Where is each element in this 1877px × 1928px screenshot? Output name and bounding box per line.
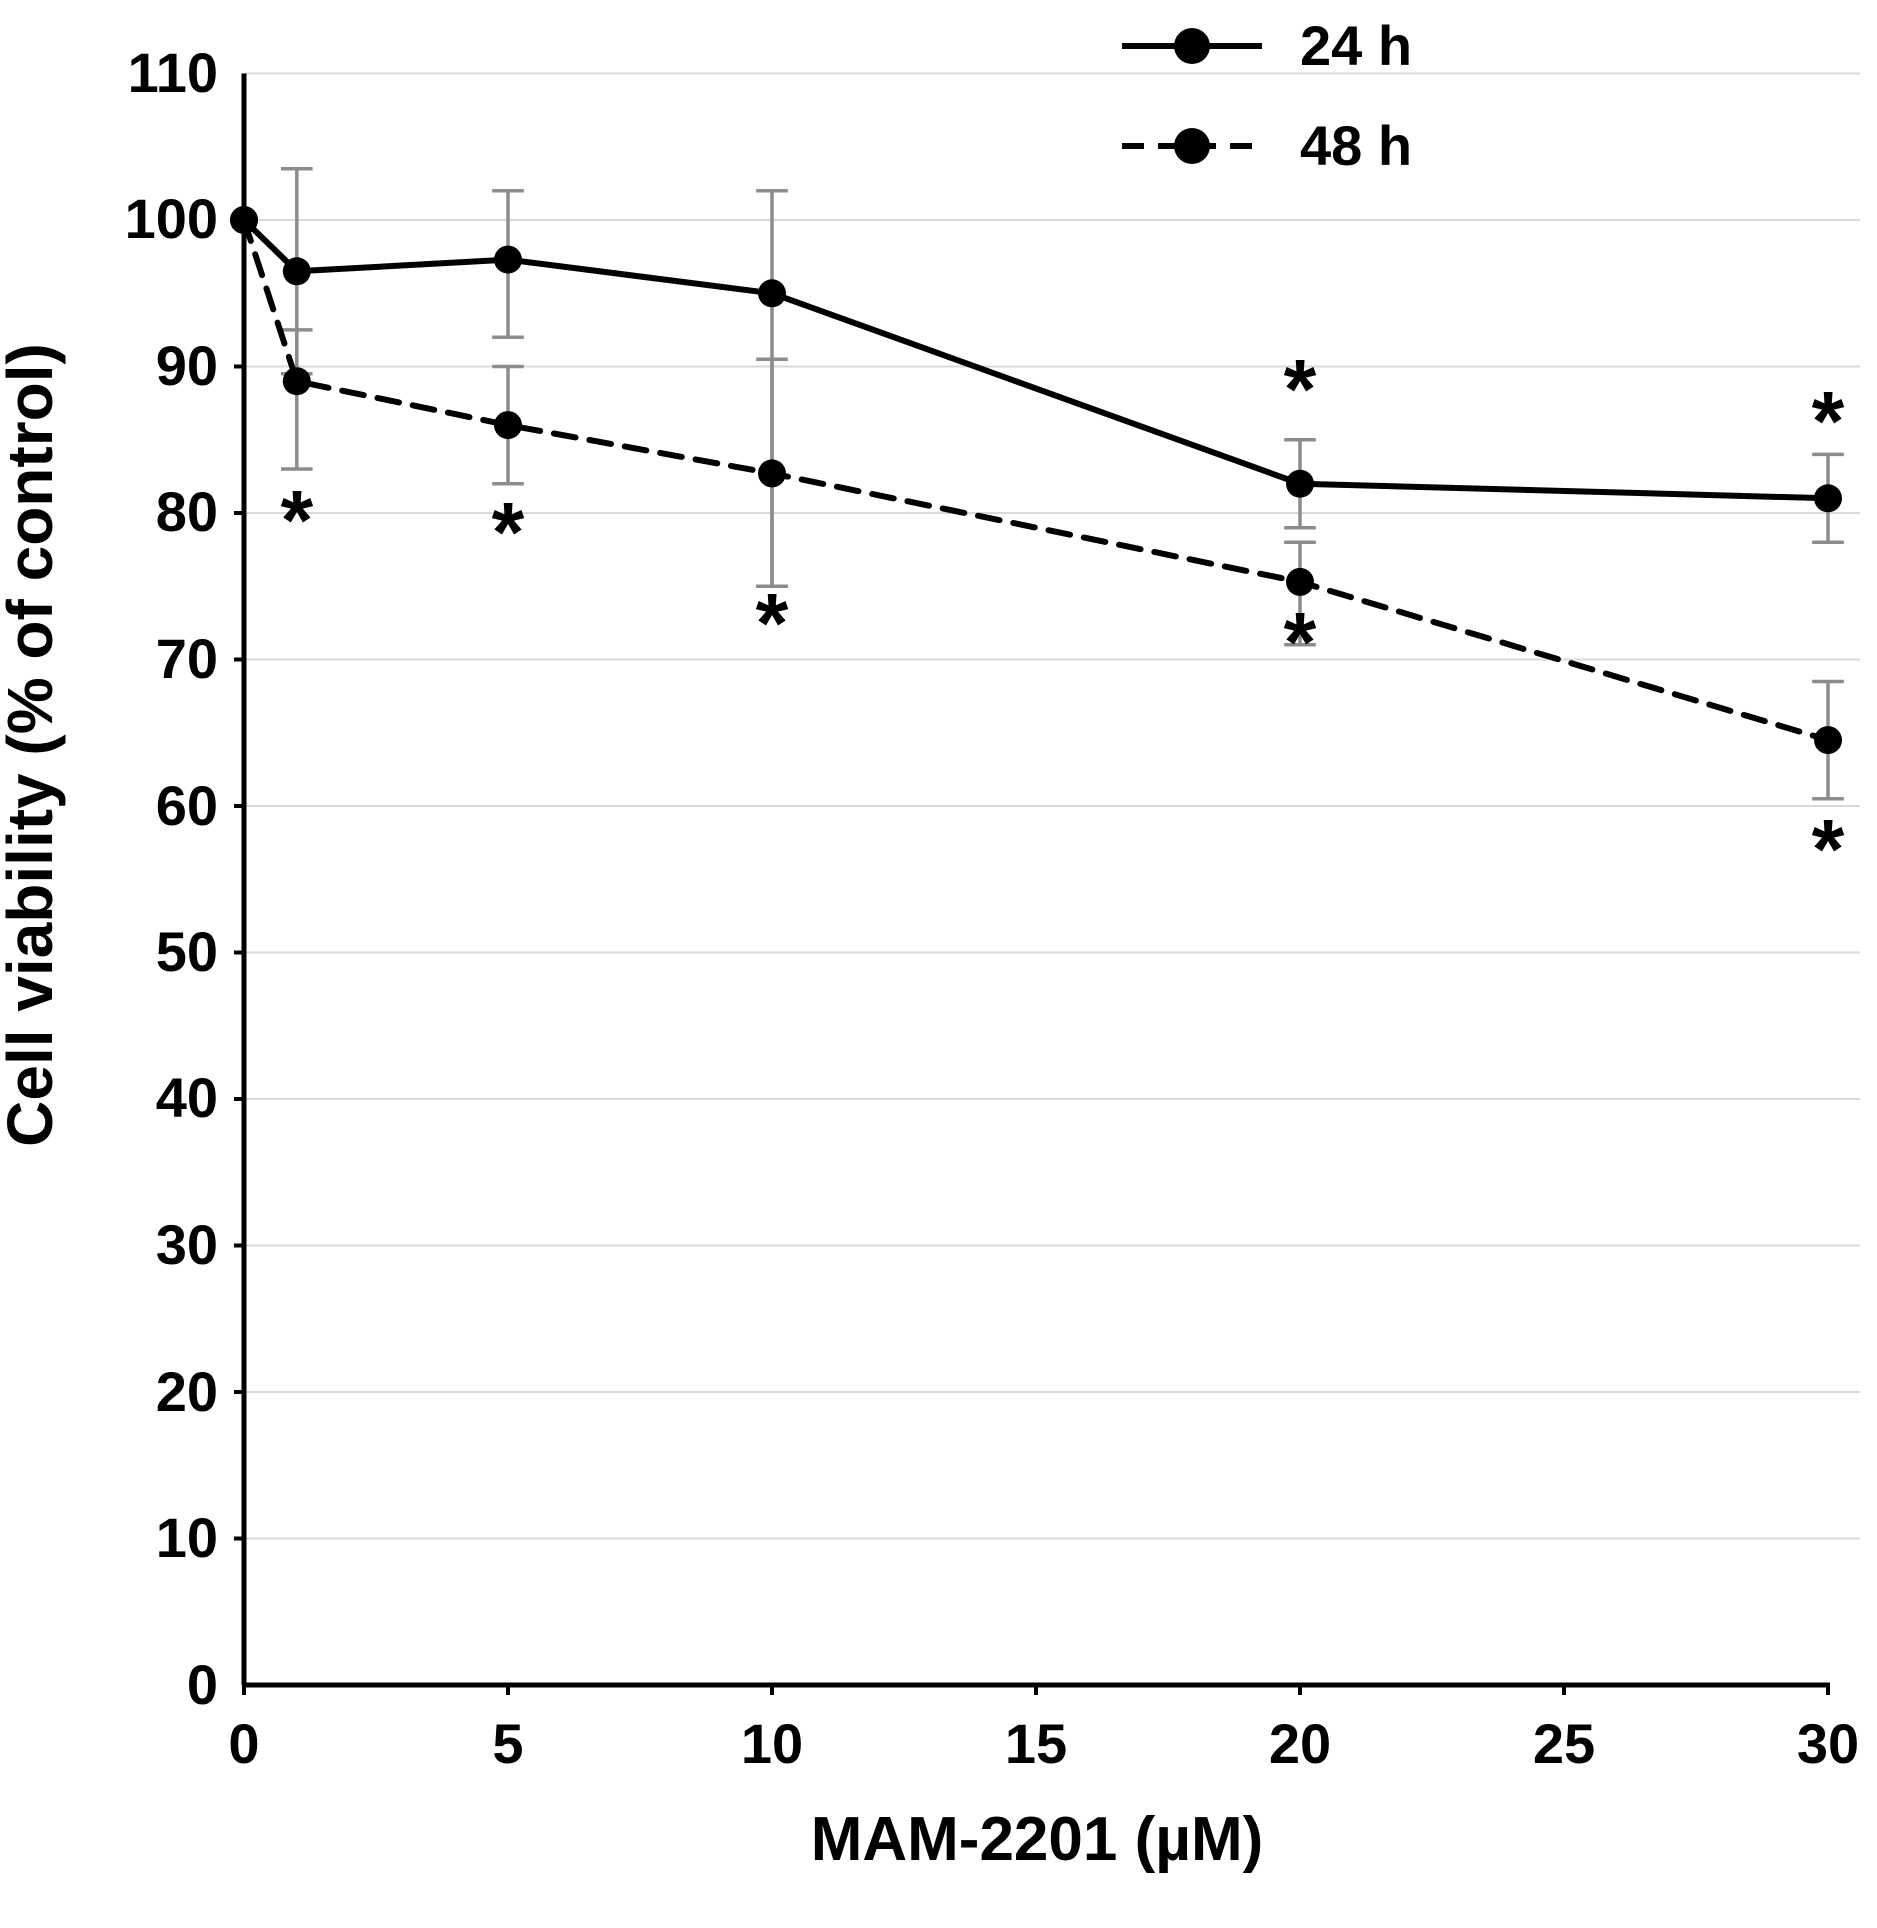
- svg-text:MAM-2201 (µM): MAM-2201 (µM): [811, 1805, 1264, 1874]
- svg-text:60: 60: [156, 774, 218, 837]
- svg-text:10: 10: [156, 1506, 218, 1569]
- svg-text:30: 30: [1797, 1712, 1859, 1775]
- svg-text:20: 20: [1269, 1712, 1331, 1775]
- svg-text:5: 5: [492, 1712, 523, 1775]
- svg-text:48 h: 48 h: [1300, 114, 1412, 177]
- svg-text:Cell viability (% of control): Cell viability (% of control): [0, 343, 66, 1147]
- svg-text:20: 20: [156, 1360, 218, 1423]
- svg-text:24 h: 24 h: [1300, 14, 1412, 77]
- svg-text:40: 40: [156, 1066, 218, 1129]
- svg-text:0: 0: [228, 1712, 259, 1775]
- svg-text:*: *: [492, 485, 525, 579]
- svg-text:100: 100: [125, 187, 218, 250]
- svg-text:80: 80: [156, 480, 218, 543]
- svg-text:0: 0: [187, 1653, 218, 1716]
- svg-text:*: *: [1812, 802, 1845, 896]
- svg-text:*: *: [756, 576, 789, 670]
- svg-text:10: 10: [741, 1712, 803, 1775]
- svg-text:70: 70: [156, 627, 218, 690]
- svg-text:50: 50: [156, 920, 218, 983]
- svg-text:*: *: [1812, 374, 1845, 468]
- svg-text:30: 30: [156, 1213, 218, 1276]
- svg-text:25: 25: [1533, 1712, 1595, 1775]
- svg-text:*: *: [280, 473, 313, 567]
- svg-text:*: *: [1284, 342, 1317, 436]
- svg-text:110: 110: [128, 41, 218, 104]
- svg-text:90: 90: [156, 334, 218, 397]
- svg-text:*: *: [1284, 595, 1317, 689]
- svg-text:15: 15: [1005, 1712, 1067, 1775]
